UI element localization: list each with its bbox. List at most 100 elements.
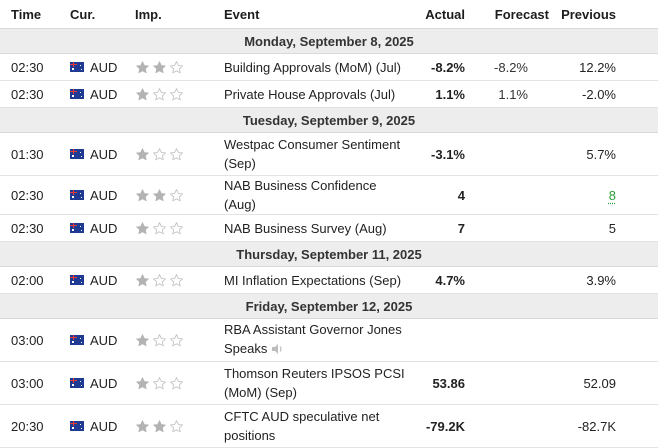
event-row[interactable]: 02:30 AUD Building Approvals (MoM) (Jul) -8…	[0, 53, 658, 81]
importance-stars	[135, 188, 224, 203]
currency-code: AUD	[90, 86, 118, 102]
australia-flag-icon	[70, 223, 84, 233]
date-group-row: Friday, September 12, 2025	[0, 293, 658, 319]
star-empty-icon	[153, 147, 166, 160]
event-currency-cell: AUD	[70, 404, 135, 448]
star-empty-icon	[170, 273, 183, 286]
calendar-body: Monday, September 8, 2025 02:30 AUD Buildin…	[0, 28, 658, 448]
importance-stars	[135, 60, 224, 75]
header-time[interactable]: Time	[0, 0, 70, 29]
currency-code: AUD	[90, 332, 118, 348]
australia-flag-icon	[70, 378, 84, 388]
event-currency-cell: AUD	[70, 53, 135, 81]
event-name-cell[interactable]: Private House Approvals (Jul)	[224, 80, 411, 108]
star-empty-icon	[170, 60, 183, 73]
event-forecast: -8.2%	[471, 53, 555, 81]
event-name[interactable]: Westpac Consumer Sentiment (Sep)	[224, 137, 401, 171]
star-empty-icon	[170, 376, 183, 389]
event-time: 02:00	[0, 266, 70, 294]
star-empty-icon	[170, 188, 183, 201]
event-name[interactable]: Private House Approvals (Jul)	[224, 86, 396, 102]
star-empty-icon	[170, 333, 183, 346]
date-heading: Monday, September 8, 2025	[0, 28, 658, 54]
event-name[interactable]: CFTC AUD speculative net positions	[224, 409, 380, 443]
event-name[interactable]: MI Inflation Expectations (Sep)	[224, 272, 402, 288]
australia-flag-icon	[70, 335, 84, 345]
header-currency[interactable]: Cur.	[70, 0, 135, 29]
event-currency-cell: AUD	[70, 80, 135, 108]
event-importance	[135, 175, 224, 215]
previous-revised-value[interactable]: 8	[608, 187, 616, 203]
event-name[interactable]: RBA Assistant Governor Jones Speaks	[224, 322, 402, 357]
event-previous: 8	[555, 175, 658, 215]
event-actual	[411, 318, 471, 362]
event-row[interactable]: 01:30 AUD Westpac Consumer Sentiment (Sep)…	[0, 132, 658, 176]
header-event[interactable]: Event	[224, 0, 411, 29]
star-empty-icon	[170, 147, 183, 160]
date-heading: Friday, September 12, 2025	[0, 293, 658, 319]
event-name-cell[interactable]: CFTC AUD speculative net positions	[224, 404, 411, 448]
event-importance	[135, 361, 224, 405]
importance-stars	[135, 376, 224, 391]
australia-flag-icon	[70, 149, 84, 159]
event-row[interactable]: 03:00 AUD Thomson Reuters IPSOS PCSI (MoM)…	[0, 361, 658, 405]
event-name[interactable]: NAB Business Confidence (Aug)	[224, 178, 377, 212]
currency: AUD	[70, 273, 135, 288]
event-name[interactable]: Thomson Reuters IPSOS PCSI (MoM) (Sep)	[224, 366, 405, 400]
star-filled-icon	[136, 60, 149, 73]
currency-code: AUD	[90, 187, 118, 203]
header-row: Time Cur. Imp. Event Actual Forecast Pre…	[0, 0, 658, 29]
date-group-row: Tuesday, September 9, 2025	[0, 107, 658, 133]
event-row[interactable]: 20:30 AUD CFTC AUD speculative net positio…	[0, 404, 658, 448]
importance-stars	[135, 87, 224, 102]
event-name-cell[interactable]: MI Inflation Expectations (Sep)	[224, 266, 411, 294]
importance-stars	[135, 419, 224, 434]
star-empty-icon	[153, 87, 166, 100]
header-importance[interactable]: Imp.	[135, 0, 224, 29]
header-previous[interactable]: Previous	[555, 0, 658, 29]
event-previous: 5.7%	[555, 132, 658, 176]
australia-flag-icon	[70, 421, 84, 431]
header-actual[interactable]: Actual	[411, 0, 471, 29]
star-empty-icon	[153, 333, 166, 346]
event-name-cell[interactable]: NAB Business Confidence (Aug)	[224, 175, 411, 215]
event-row[interactable]: 02:30 AUD NAB Business Survey (Aug) 7 5	[0, 214, 658, 242]
event-name-cell[interactable]: NAB Business Survey (Aug)	[224, 214, 411, 242]
star-filled-icon	[136, 419, 149, 432]
star-filled-icon	[153, 60, 166, 73]
star-empty-icon	[153, 376, 166, 389]
event-time: 02:30	[0, 53, 70, 81]
star-empty-icon	[170, 419, 183, 432]
australia-flag-icon	[70, 62, 84, 72]
event-importance	[135, 318, 224, 362]
event-row[interactable]: 02:00 AUD MI Inflation Expectations (Sep) 4…	[0, 266, 658, 294]
event-name-cell[interactable]: Building Approvals (MoM) (Jul)	[224, 53, 411, 81]
currency-code: AUD	[90, 375, 118, 391]
star-filled-icon	[136, 273, 149, 286]
event-row[interactable]: 02:30 AUD NAB Business Confidence (Aug) 4 8	[0, 175, 658, 215]
star-filled-icon	[136, 188, 149, 201]
currency: AUD	[70, 376, 135, 391]
event-time: 02:30	[0, 175, 70, 215]
event-currency-cell: AUD	[70, 132, 135, 176]
event-time: 03:00	[0, 318, 70, 362]
event-name[interactable]: Building Approvals (MoM) (Jul)	[224, 59, 402, 75]
australia-flag-icon	[70, 89, 84, 99]
event-previous: -82.7K	[555, 404, 658, 448]
event-name-cell[interactable]: Westpac Consumer Sentiment (Sep)	[224, 132, 411, 176]
header-forecast[interactable]: Forecast	[471, 0, 555, 29]
event-actual: 53.86	[411, 361, 471, 405]
star-filled-icon	[136, 333, 149, 346]
star-empty-icon	[153, 273, 166, 286]
event-previous: 3.9%	[555, 266, 658, 294]
event-actual: -3.1%	[411, 132, 471, 176]
event-importance	[135, 80, 224, 108]
event-row[interactable]: 02:30 AUD Private House Approvals (Jul) 1.1…	[0, 80, 658, 108]
event-currency-cell: AUD	[70, 175, 135, 215]
event-actual: 1.1%	[411, 80, 471, 108]
event-time: 02:30	[0, 80, 70, 108]
event-name-cell[interactable]: RBA Assistant Governor Jones Speaks	[224, 318, 411, 362]
event-name-cell[interactable]: Thomson Reuters IPSOS PCSI (MoM) (Sep)	[224, 361, 411, 405]
event-row[interactable]: 03:00 AUD RBA Assistant Governor Jones Spe…	[0, 318, 658, 362]
event-name[interactable]: NAB Business Survey (Aug)	[224, 220, 387, 236]
